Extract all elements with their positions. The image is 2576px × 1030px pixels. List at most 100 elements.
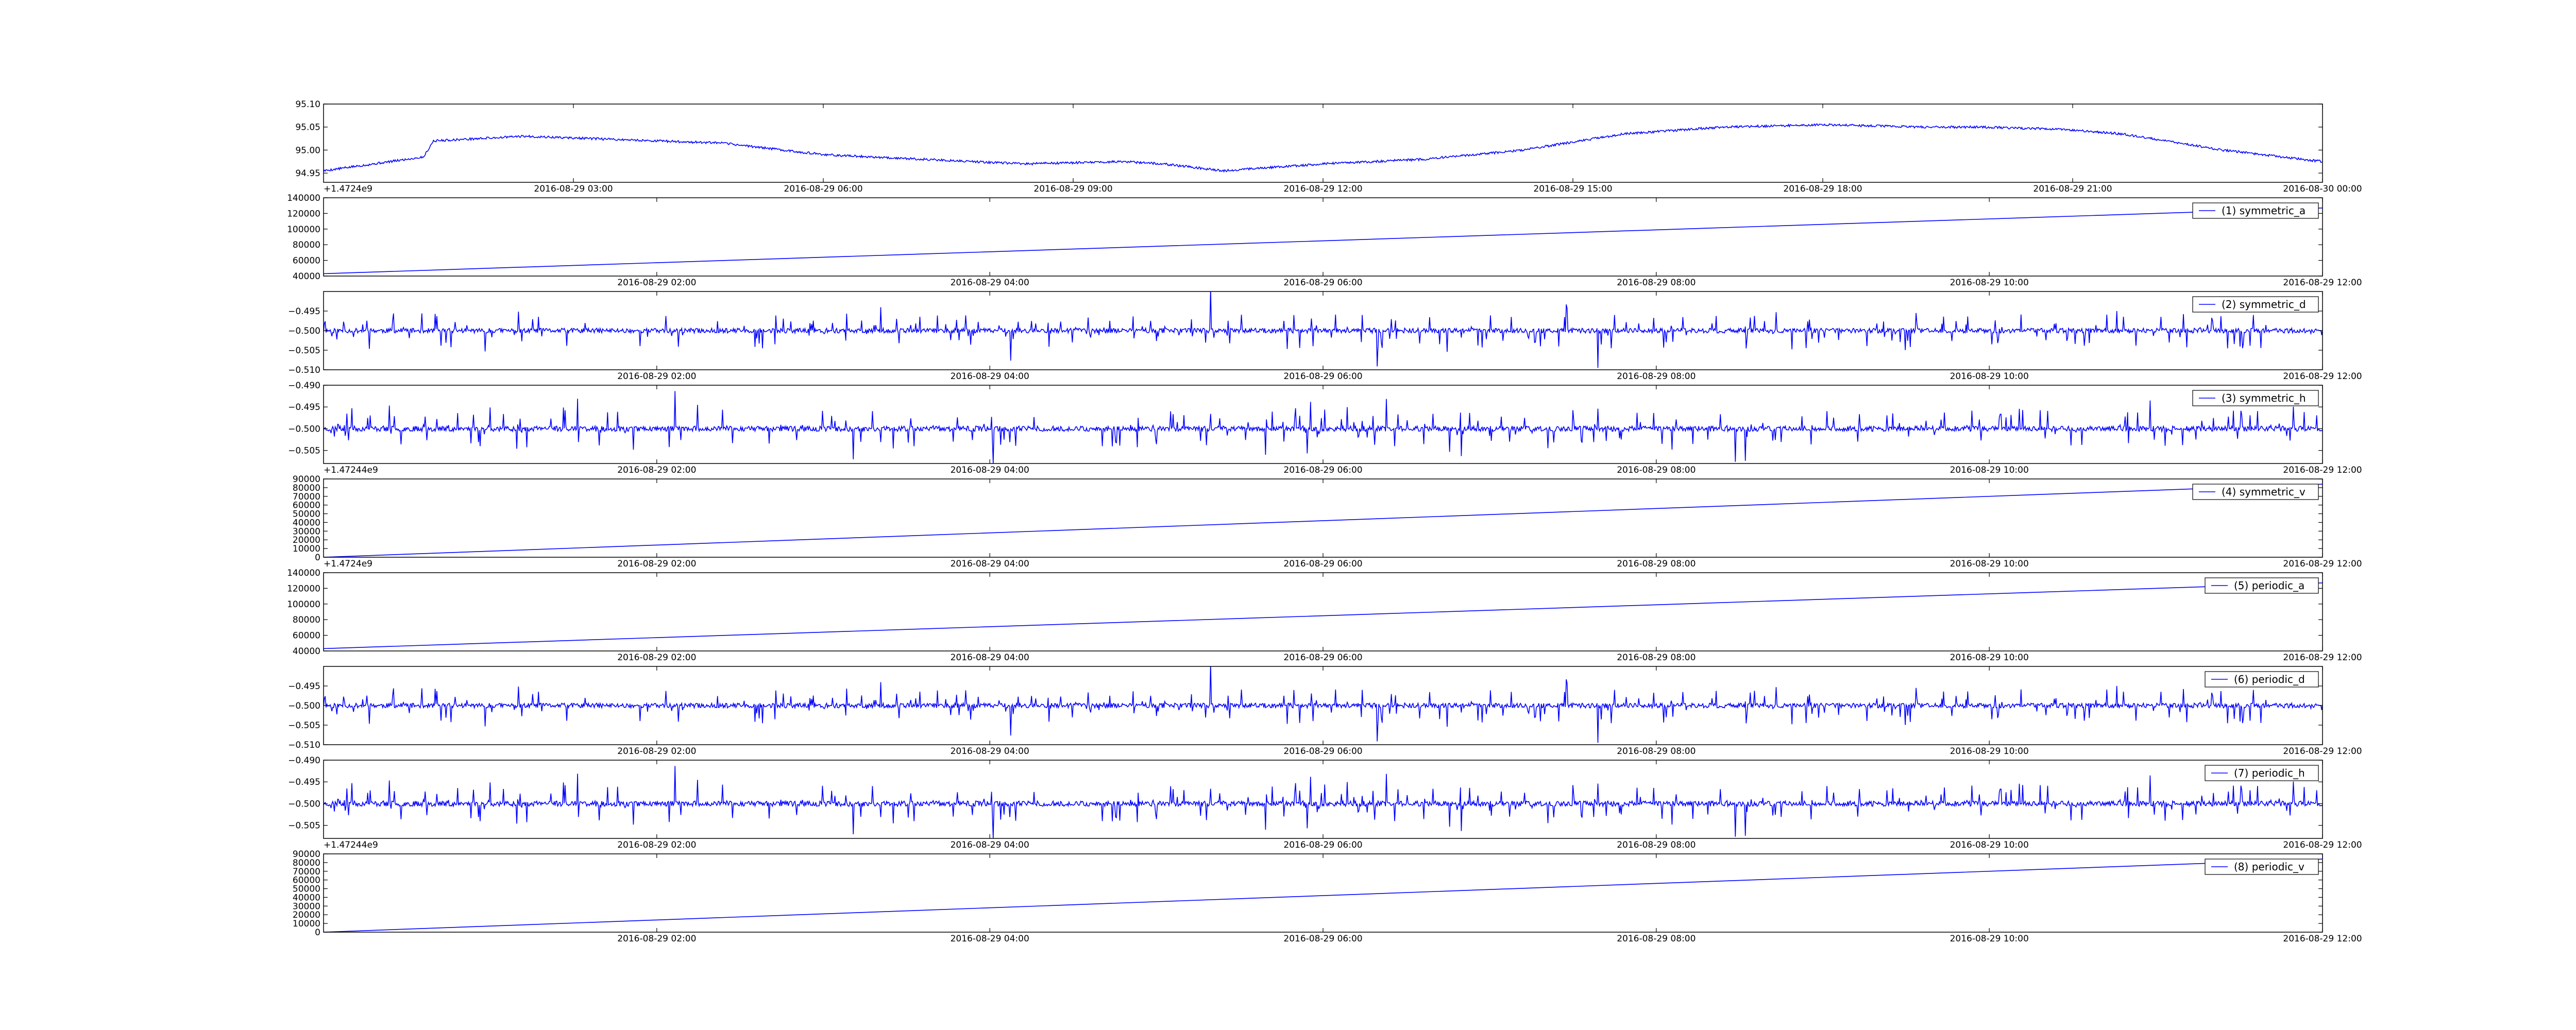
y-tick-label: 100000	[287, 225, 320, 235]
subplot-7: −0.495 −0.500 −0.505 −0.510 2016-08-29 02:00…	[288, 666, 2362, 757]
x-tick-label: 2016-08-29 06:00	[1283, 934, 1362, 944]
x-tick-label: 2016-08-29 12:00	[2283, 840, 2362, 850]
y-tick-label: −0.505	[288, 720, 320, 731]
y-tick-label: 95.05	[295, 123, 320, 133]
y-tick-label: 30000	[293, 526, 320, 537]
y-tick-label: 50000	[293, 884, 320, 895]
y-tick-label: −0.500	[288, 424, 320, 434]
y-tick-label: 70000	[293, 492, 320, 502]
x-tick-label: 2016-08-29 10:00	[1950, 278, 2029, 288]
subplot-3: −0.495 −0.500 −0.505 −0.510 2016-08-29 02:00…	[288, 291, 2362, 382]
x-tick-label: 2016-08-29 10:00	[1950, 559, 2029, 569]
x-tick-label: 2016-08-29 04:00	[951, 371, 1029, 382]
y-tick-label: −0.495	[288, 681, 320, 692]
x-tick-label: 2016-08-29 08:00	[1617, 653, 1696, 663]
x-tick-label: 2016-08-29 06:00	[1283, 653, 1362, 663]
axes-frame	[323, 104, 2323, 183]
y-tick-label: 60000	[293, 631, 320, 641]
subplot-2: 140000 120000 100000 80000 60000 40000 2016-08…	[287, 193, 2362, 288]
y-tick-label: 50000	[293, 509, 320, 520]
y-tick-label: 10000	[293, 919, 320, 929]
x-tick-label: 2016-08-29 02:00	[617, 840, 696, 850]
y-tick-label: −0.505	[288, 821, 320, 831]
y-tick-label: −0.500	[288, 799, 320, 809]
subplot-6: 140000 120000 100000 80000 60000 40000 2016-08…	[287, 568, 2362, 663]
x-tick-label: 2016-08-29 02:00	[617, 746, 696, 757]
x-tick-label: 2016-08-29 12:00	[2283, 746, 2362, 757]
y-tick-label: 120000	[287, 209, 320, 219]
series-line-8-1	[324, 766, 2323, 838]
x-tick-label: 2016-08-29 10:00	[1950, 371, 2029, 382]
y-tick-label: 95.10	[295, 99, 320, 110]
series-line-3-1	[324, 291, 2323, 368]
y-tick-label: 20000	[293, 535, 320, 545]
y-tick-label: 140000	[287, 193, 320, 203]
x-offset-label: +1.47244e9	[324, 840, 378, 850]
y-tick-label: 40000	[293, 892, 320, 903]
legend-label: (2) symmetric_d	[2222, 298, 2306, 311]
x-tick-label: 2016-08-29 15:00	[1533, 184, 1612, 194]
series-line-6-1	[324, 582, 2323, 649]
x-tick-label: 2016-08-29 12:00	[1283, 184, 1362, 194]
x-tick-label: 2016-08-29 04:00	[951, 465, 1029, 475]
x-tick-label: 2016-08-29 12:00	[2283, 371, 2362, 382]
y-tick-label: −0.510	[288, 740, 320, 750]
series-line-4-1	[324, 391, 2323, 464]
y-tick-label: 0	[315, 553, 320, 563]
legend-label: (3) symmetric_h	[2222, 392, 2306, 404]
y-tick-label: 0	[315, 928, 320, 938]
series-line-2-1	[324, 208, 2323, 274]
x-tick-label: 2016-08-29 08:00	[1617, 746, 1696, 757]
y-tick-label: −0.490	[288, 381, 320, 391]
x-tick-label: 2016-08-29 02:00	[617, 653, 696, 663]
x-tick-label: 2016-08-29 08:00	[1617, 465, 1696, 475]
y-tick-label: 100000	[287, 599, 320, 610]
x-tick-label: 2016-08-29 02:00	[617, 278, 696, 288]
subplot-4: −0.490 −0.495 −0.500 −0.505 2016-08-29 02:00…	[288, 381, 2362, 475]
series-line-1-1	[324, 123, 2323, 173]
x-tick-label: 2016-08-29 06:00	[1283, 371, 1362, 382]
y-tick-label: −0.500	[288, 326, 320, 336]
x-tick-label: 2016-08-29 10:00	[1950, 746, 2029, 757]
x-tick-label: 2016-08-29 06:00	[1283, 465, 1362, 475]
y-tick-label: 40000	[293, 518, 320, 528]
x-tick-label: 2016-08-29 21:00	[2033, 184, 2112, 194]
x-tick-label: 2016-08-29 06:00	[1283, 840, 1362, 850]
legend-label: (1) symmetric_a	[2222, 204, 2306, 217]
x-tick-label: 2016-08-29 08:00	[1617, 559, 1696, 569]
x-tick-label: 2016-08-29 12:00	[2283, 934, 2362, 944]
axes-frame	[323, 853, 2323, 933]
y-tick-label: 95.00	[295, 145, 320, 156]
y-tick-label: −0.510	[288, 365, 320, 375]
x-tick-label: 2016-08-29 06:00	[1283, 746, 1362, 757]
x-tick-label: 2016-08-30 00:00	[2283, 184, 2362, 194]
x-tick-label: 2016-08-29 04:00	[951, 278, 1029, 288]
x-offset-label: +1.4724e9	[324, 559, 372, 569]
axes-frame	[323, 478, 2323, 558]
y-tick-label: −0.495	[288, 777, 320, 787]
x-tick-label: 2016-08-29 04:00	[951, 840, 1029, 850]
x-tick-label: 2016-08-29 04:00	[951, 934, 1029, 944]
y-tick-label: 40000	[293, 646, 320, 657]
y-tick-label: 40000	[293, 271, 320, 282]
x-tick-label: 2016-08-29 06:00	[784, 184, 862, 194]
x-tick-label: 2016-08-29 12:00	[2283, 278, 2362, 288]
subplot-8: −0.490 −0.495 −0.500 −0.505 2016-08-29 02:00…	[288, 756, 2362, 850]
x-tick-label: 2016-08-29 03:00	[534, 184, 613, 194]
x-tick-label: 2016-08-29 04:00	[951, 746, 1029, 757]
series-line-5-1	[324, 484, 2323, 557]
subplot-9: 9000080000700006000050000400003000020000…	[293, 849, 2362, 944]
y-tick-label: 10000	[293, 544, 320, 554]
subplot-1: 95.10 95.05 95.00 94.95 2016-08-29 03:00 2016…	[295, 99, 2362, 194]
y-tick-label: 120000	[287, 583, 320, 594]
x-tick-label: 2016-08-29 10:00	[1950, 653, 2029, 663]
x-tick-label: 2016-08-29 12:00	[2283, 653, 2362, 663]
y-tick-label: −0.505	[288, 346, 320, 356]
legend-label: (5) periodic_a	[2234, 579, 2304, 592]
x-tick-label: 2016-08-29 02:00	[617, 559, 696, 569]
x-tick-label: 2016-08-29 08:00	[1617, 840, 1696, 850]
legend: (3) symmetric_h	[2192, 390, 2319, 406]
y-tick-label: 80000	[293, 858, 320, 868]
x-tick-label: 2016-08-29 04:00	[951, 559, 1029, 569]
y-tick-label: −0.500	[288, 701, 320, 711]
